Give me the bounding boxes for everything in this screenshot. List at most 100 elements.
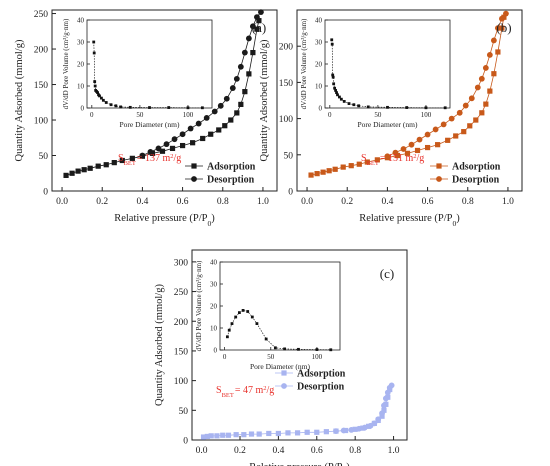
desorption-point [384,153,391,160]
x-axis-title-main: Relative pressure (P/P [359,213,452,224]
inset-y-tick-label: 40 [210,259,218,267]
adsorption-point [435,142,441,148]
x-tick-label: 0.2 [234,446,246,456]
inset-point [342,100,346,103]
inset-point [92,40,96,44]
x-axis-title: Relative pressure (P/P0) [359,213,460,228]
desorption-point [367,422,374,429]
sbet-tail: /g [267,385,275,396]
desorption-point [408,141,415,148]
sbet-sup: 2 [413,153,416,160]
adsorption-point [256,18,262,24]
y-tick-label: 100 [279,115,294,125]
x-tick-label: 0.8 [349,446,361,456]
inset-x-tick-label: 50 [374,111,382,119]
desorption-point [432,126,439,133]
y-tick-label: 0 [288,188,293,198]
inset-point [357,104,361,108]
adsorption-point [326,168,332,174]
sbet-tail: /g [417,153,425,164]
adsorption-point [63,172,69,178]
inset-point [100,96,103,100]
desorption-point [462,102,469,109]
inset-point [332,82,336,86]
inset-y-tick-label: 40 [77,17,85,25]
adsorption-point [228,117,234,123]
adsorption-point [81,167,87,173]
x-tick-label: 0.0 [196,446,208,456]
desorption-point [229,85,236,91]
sbet-sup: 2 [170,153,173,160]
desorption-point [211,108,218,115]
x-tick-label: 0.6 [177,197,189,207]
desorption-point [375,416,382,423]
y-tick-label: 0 [43,188,48,198]
desorption-point [195,120,202,127]
adsorption-point [379,413,385,419]
y-axis-title: Quantity Adsorbed (mmol/g) [154,284,165,406]
y-axis-title: Quantity Adsorbed (mmol/g) [259,39,270,161]
inset-point [128,105,132,109]
inset-y-tick-label: 10 [210,325,218,333]
adsorption-point [238,101,244,108]
x-tick-label: 0.8 [462,197,474,207]
inset-point [297,347,300,351]
inset-point [366,105,370,109]
adsorption-point [487,88,493,94]
desorption-point [179,131,186,138]
adsorption-point [479,110,485,116]
adsorption-point [314,171,320,177]
desorption-point [249,23,256,30]
panel-label: (c) [380,266,394,281]
desorption-point [468,95,475,102]
inset-y-tick-label: 40 [315,17,323,25]
adsorption-point [495,49,501,55]
legend-label-desorption: Desorption [452,175,500,186]
desorption-point [187,125,194,132]
sbet-prefix: S [361,153,367,164]
inset-x-axis-title: Pore Diameter (nm) [120,120,180,129]
inset-x-tick-label: 50 [136,111,144,119]
inset-x-axis-title: Pore Diameter (nm) [358,120,418,129]
inset-point [186,106,190,110]
legend-label-desorption: Desorption [297,382,345,393]
adsorption-point [453,133,459,139]
y-tick-label: 0 [183,437,188,447]
plot-frame [296,9,523,192]
adsorption-point [75,168,81,174]
sbet-tail: /g [174,153,182,164]
adsorption-point [308,172,314,178]
adsorption-point [285,430,291,436]
panel-c: 0.00.20.40.60.81.0050100150200250300Rela… [154,249,408,466]
desorption-point [440,121,447,128]
legend-marker [436,163,442,169]
inset-point [230,322,234,325]
y-tick-label: 150 [174,347,189,357]
desorption-point [223,95,230,102]
adsorption-point [320,169,326,175]
sbet-sup: 2 [263,385,266,392]
x-tick-label: 0.0 [56,197,68,207]
desorption-point [456,109,463,116]
inset-point [405,106,409,109]
desorption-point [203,114,210,121]
inset-y-axis-title: dV/dD Pore Volume (cm³/g·nm) [195,260,203,351]
desorption-point [392,149,399,156]
inset-point [329,348,333,352]
desorption-point [386,384,393,391]
desorption-point [381,402,387,409]
adsorption-point [220,432,226,438]
sbet-annotation: SBET= 47 m2/g [216,385,274,399]
legend-label-adsorption: Adsorption [207,162,256,173]
adsorption-point [254,26,260,32]
adsorption-point [200,434,207,440]
adsorption-point [241,432,247,438]
y-tick-label: 250 [34,10,49,20]
inset-x-tick-label: 0 [223,353,227,361]
inset-y-tick-label: 30 [77,39,85,47]
y-tick-label: 200 [34,46,49,56]
inset-frame [324,19,451,109]
inset-point [335,91,338,94]
adsorption-point [222,123,228,129]
desorption-point [379,410,385,417]
